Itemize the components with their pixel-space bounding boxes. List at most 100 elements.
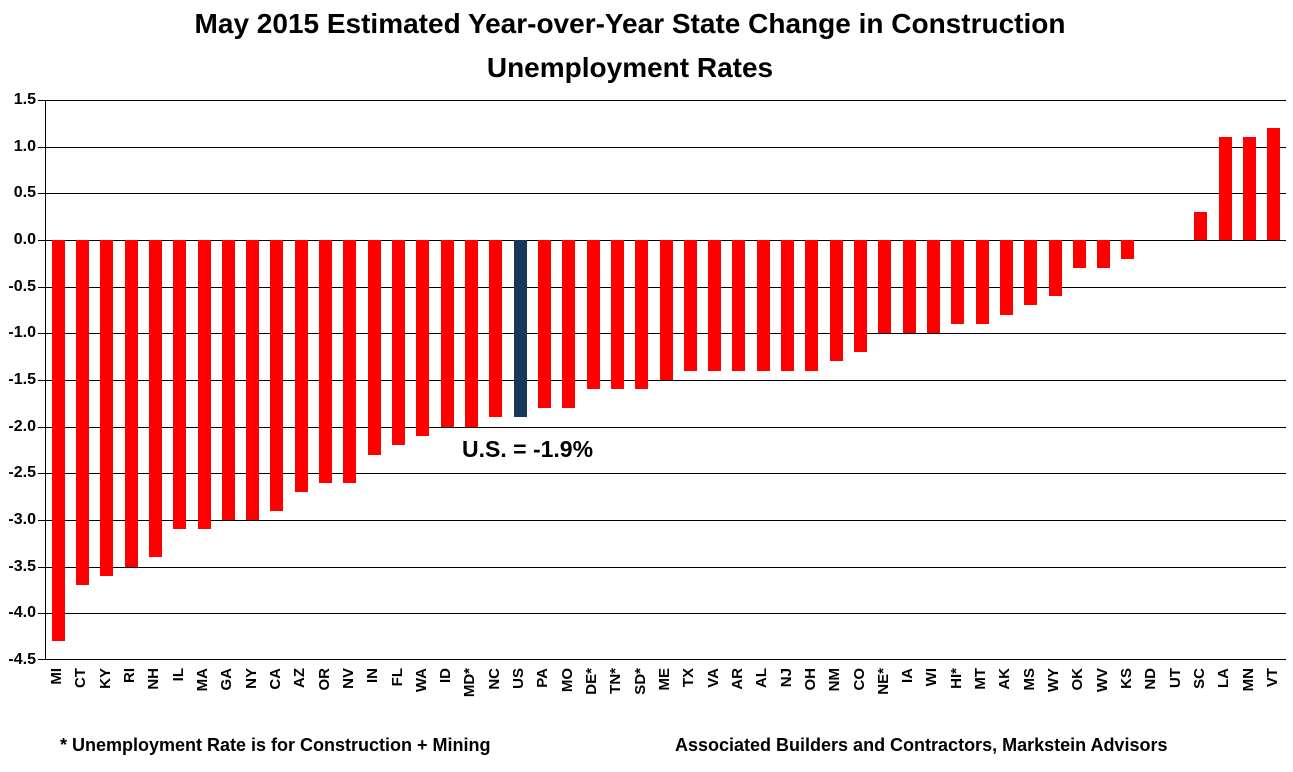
chart-title: May 2015 Estimated Year-over-Year State … [0,2,1260,90]
gridline [46,426,1286,428]
bar-MO [562,240,576,408]
bar-IA [902,240,916,334]
y-axis-tick-label: -1.5 [8,371,36,388]
x-axis-label-AK: AK [996,668,1014,690]
bar-IN [367,240,381,455]
bar-GA [221,240,235,520]
x-axis-label-KS: KS [1117,668,1135,689]
bar-NV [343,240,357,483]
x-axis-label-ME: ME [656,668,673,691]
x-axis-label-NY: NY [242,668,260,689]
bar-NE [878,240,892,334]
footnote-source: Associated Builders and Contractors, Mar… [675,735,1168,755]
y-axis-tick-label: -3.5 [8,557,36,575]
x-axis-label-ND: ND [1142,668,1160,690]
x-axis-label-OR: OR [315,668,333,691]
bar-KS [1121,240,1135,259]
bar-MI [51,240,65,642]
x-axis-label-MO: MO [558,668,576,693]
x-axis-label-WA: WA [412,668,430,693]
y-axis-tick-label: 1.0 [13,137,36,155]
y-axis-tick-label: 0.0 [13,231,36,248]
bar-SD [635,240,649,390]
y-axis-tick [38,613,46,615]
y-axis-tick-label: -3.0 [8,511,36,528]
x-axis-label-SC: SC [1190,668,1208,689]
bar-NH [148,240,162,558]
bar-DE [586,240,600,390]
gridline [46,520,1286,521]
bar-FL [392,240,406,446]
bar-WV [1097,240,1111,268]
x-axis-label-WV: WV [1093,668,1111,693]
bar-AZ [294,240,308,492]
x-axis-label-NM: NM [826,668,844,692]
bar-SC [1194,212,1208,240]
bar-MT [975,240,989,324]
bar-ID [440,240,454,427]
x-axis-label-NH: NH [145,668,163,690]
bar-WI [926,240,940,334]
bar-LA [1218,137,1232,240]
y-axis-tick-label: -1.0 [8,324,36,342]
bar-PA [537,240,551,408]
x-axis-label-RI: RI [121,668,139,683]
y-axis-tick [38,426,46,428]
y-axis-tick [38,333,46,335]
x-axis-label-MT: MT [972,668,990,690]
x-axis-label-MI: MI [48,668,66,685]
x-axis-label-MA: MA [194,668,212,692]
y-axis-tick-label: -0.5 [8,277,36,295]
gridline [46,193,1286,195]
footnote-asterisk: * Unemployment Rate is for Construction … [60,735,491,755]
bar-HI [951,240,965,324]
bar-NM [829,240,843,362]
gridline [46,659,1286,660]
chart-title-line1: May 2015 Estimated Year-over-Year State … [194,8,1066,39]
x-axis-label-MN: MN [1239,668,1257,692]
bar-KY [100,240,114,576]
bar-WY [1048,240,1062,296]
bar-NY [246,240,260,520]
gridline [46,380,1286,381]
y-axis-tick [38,566,46,568]
bar-ME [659,240,673,380]
x-axis-label-NV: NV [339,668,357,689]
y-axis-tick [38,100,46,101]
bar-NJ [781,240,795,371]
x-axis-label-IN: IN [364,668,382,683]
bar-OR [319,240,333,483]
y-axis-tick [38,193,46,195]
y-axis-tick-label: -2.0 [8,417,36,435]
gridline [46,146,1286,148]
x-axis-label-GA: GA [218,668,236,691]
x-axis-label-MS: MS [1020,668,1038,691]
y-axis-tick-label: -4.5 [8,651,36,668]
x-axis-label-CO: CO [850,668,868,691]
x-axis-label-HI: HI* [947,668,965,689]
gridline [46,566,1286,568]
x-axis-label-TN: TN* [607,668,625,694]
x-axis-label-FL: FL [388,668,406,687]
gridline [46,473,1286,475]
bar-MA [197,240,211,530]
x-axis-label-AZ: AZ [291,668,309,688]
y-axis-tick [38,520,46,521]
y-axis-tick-label: 1.5 [13,91,36,108]
y-axis-tick [38,286,46,288]
bar-VA [708,240,722,371]
x-axis-label-IL: IL [169,668,187,682]
x-axis-label-UT: UT [1166,668,1184,688]
bar-OK [1072,240,1086,268]
x-axis-label-LA: LA [1215,668,1233,688]
gridline [46,613,1286,615]
x-axis-label-IA: IA [899,668,917,683]
y-axis-tick [38,659,46,660]
y-axis-tick-label: -2.5 [8,464,36,482]
x-axis-label-SD: SD* [631,668,649,695]
bar-VT [1267,128,1281,240]
bar-CT [75,240,89,586]
x-axis-label-NJ: NJ [777,668,795,688]
bar-MN [1243,137,1257,240]
